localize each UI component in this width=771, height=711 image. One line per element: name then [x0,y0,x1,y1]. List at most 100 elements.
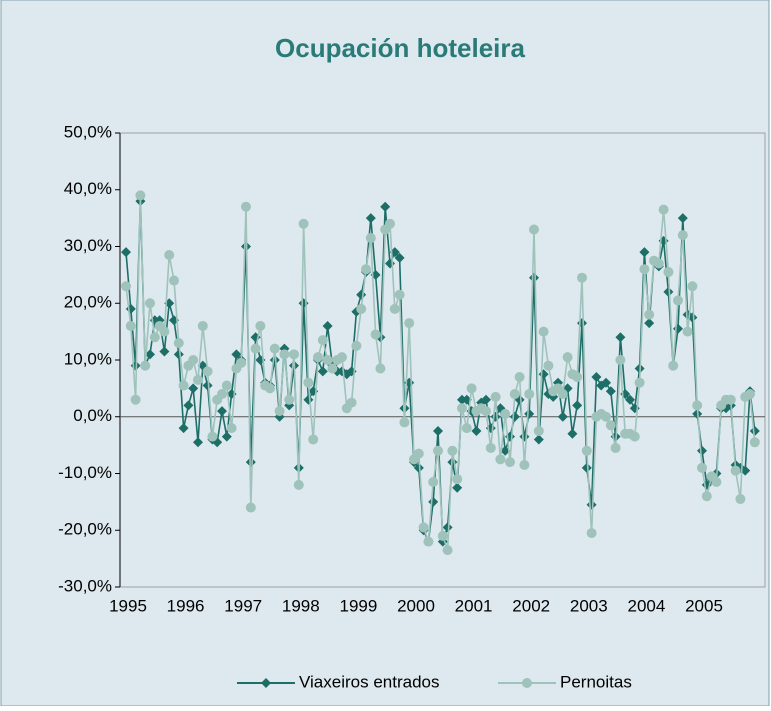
data-point [317,366,328,377]
data-point [509,389,520,400]
data-point [145,349,155,360]
data-point [413,462,424,473]
data-point [193,374,203,385]
data-point [169,275,179,286]
data-point [130,394,141,405]
data-point [644,318,655,329]
data-point [687,281,698,292]
data-point [452,482,463,493]
data-point [365,213,376,224]
data-point [380,201,391,212]
data-point [337,352,347,363]
data-point [639,247,650,258]
data-point [538,326,549,337]
data-point [207,431,218,442]
data-point [322,355,333,365]
data-point [149,332,160,343]
legend-label: Viaxeiros entrados [299,672,440,691]
data-point [730,465,741,476]
x-tick-label: 2002 [512,596,550,615]
data-point [135,190,146,201]
data-point [385,218,395,229]
y-tick-label: -20,0% [58,520,112,539]
data-point [437,530,448,541]
data-point [173,349,184,360]
y-tick-label: 0,0% [73,406,112,425]
data-point [692,400,703,411]
data-point [677,213,688,224]
legend-marker [522,678,532,688]
data-point [749,437,760,448]
legend-marker [261,678,271,688]
data-point [605,420,616,431]
data-point [725,394,736,405]
data-point [697,445,707,456]
data-point [279,349,290,360]
data-point [197,320,208,331]
data-point [457,403,467,414]
data-point [533,425,544,436]
data-point [557,411,568,422]
data-point [562,352,573,363]
data-point [164,250,175,261]
data-point [399,417,410,428]
data-point [543,360,554,371]
data-point [221,380,232,391]
data-point [322,320,333,331]
data-point [634,377,645,388]
data-point [481,406,491,417]
x-tick-label: 1997 [224,596,262,615]
y-tick-label: 40,0% [64,179,112,198]
data-point [433,425,443,436]
series-line [125,195,756,551]
plot-area [119,132,766,588]
data-point [217,389,227,400]
data-point [121,247,131,258]
data-point [317,335,328,346]
data-point [601,411,611,422]
legend-label: Pernoitas [560,672,632,691]
x-tick-label: 2000 [397,596,435,615]
data-point [557,389,568,400]
data-point [241,201,251,212]
data-point [389,303,400,314]
data-point [663,286,674,297]
y-tick-label: 10,0% [64,349,112,368]
data-point [274,406,285,417]
data-point [370,329,381,340]
data-point [495,454,506,465]
data-point [356,303,367,314]
data-point [466,383,477,394]
data-point [481,394,491,405]
data-point [394,289,405,300]
data-point [269,355,280,365]
data-point [303,394,314,405]
y-tick-label: 30,0% [64,236,112,255]
data-point [524,408,535,419]
data-point [533,434,544,445]
data-point [749,425,760,436]
data-point [327,363,338,374]
data-point [601,377,611,388]
data-point [697,462,707,473]
data-point [159,326,170,337]
data-point [245,502,256,513]
data-point [591,372,602,383]
data-point [231,349,242,360]
data-point [442,545,453,556]
data-point [615,332,626,343]
data-point [572,372,583,383]
data-point [490,391,501,402]
data-point [711,477,722,488]
data-point [250,343,261,354]
data-point [178,423,189,434]
data-point [586,528,597,539]
data-point [298,218,309,229]
chart-title: Ocupación hoteleira [275,33,525,63]
data-point [284,394,295,405]
data-point [140,360,151,371]
x-tick-label: 1998 [282,596,320,615]
x-tick-label: 2003 [570,596,608,615]
data-point [255,320,266,331]
data-point [639,264,650,275]
